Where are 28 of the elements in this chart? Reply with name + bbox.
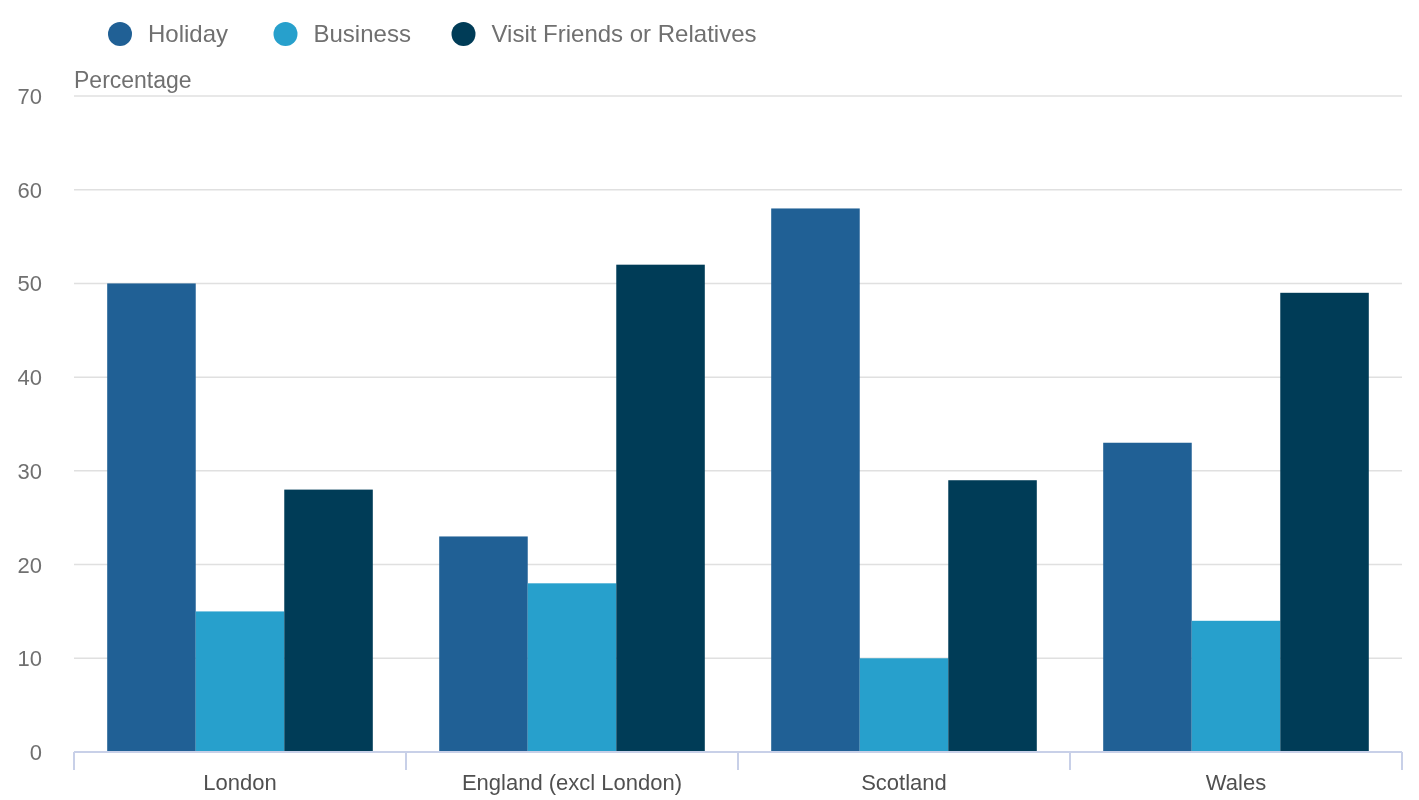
y-tick-label: 40 bbox=[17, 365, 42, 391]
bar bbox=[195, 611, 285, 752]
bar bbox=[771, 208, 860, 752]
y-axis-title: Percentage bbox=[74, 67, 192, 93]
y-tick-label: 70 bbox=[17, 84, 42, 109]
bar bbox=[1191, 620, 1281, 752]
bar bbox=[859, 658, 949, 752]
bar bbox=[616, 264, 705, 752]
y-tick-label: 20 bbox=[17, 552, 42, 578]
legend-label: Holiday bbox=[148, 20, 229, 47]
bar bbox=[1280, 292, 1369, 752]
x-tick-label: Scotland bbox=[861, 770, 947, 795]
y-tick-label: 0 bbox=[29, 740, 42, 765]
bar bbox=[284, 489, 373, 752]
x-tick-label: Wales bbox=[1205, 770, 1267, 795]
bar bbox=[439, 536, 528, 752]
bar bbox=[1103, 442, 1192, 752]
bar bbox=[948, 480, 1037, 752]
y-tick-label: 10 bbox=[17, 646, 42, 672]
y-tick-label: 60 bbox=[17, 177, 42, 203]
bar bbox=[527, 583, 617, 752]
y-tick-label: 50 bbox=[17, 271, 42, 297]
x-tick-label: London bbox=[203, 770, 277, 795]
bar bbox=[107, 283, 196, 752]
x-tick-label: England (excl London) bbox=[461, 770, 683, 795]
y-tick-label: 30 bbox=[17, 458, 42, 484]
legend-label: Business bbox=[313, 20, 411, 47]
legend-label: Visit Friends or Relatives bbox=[491, 20, 757, 47]
